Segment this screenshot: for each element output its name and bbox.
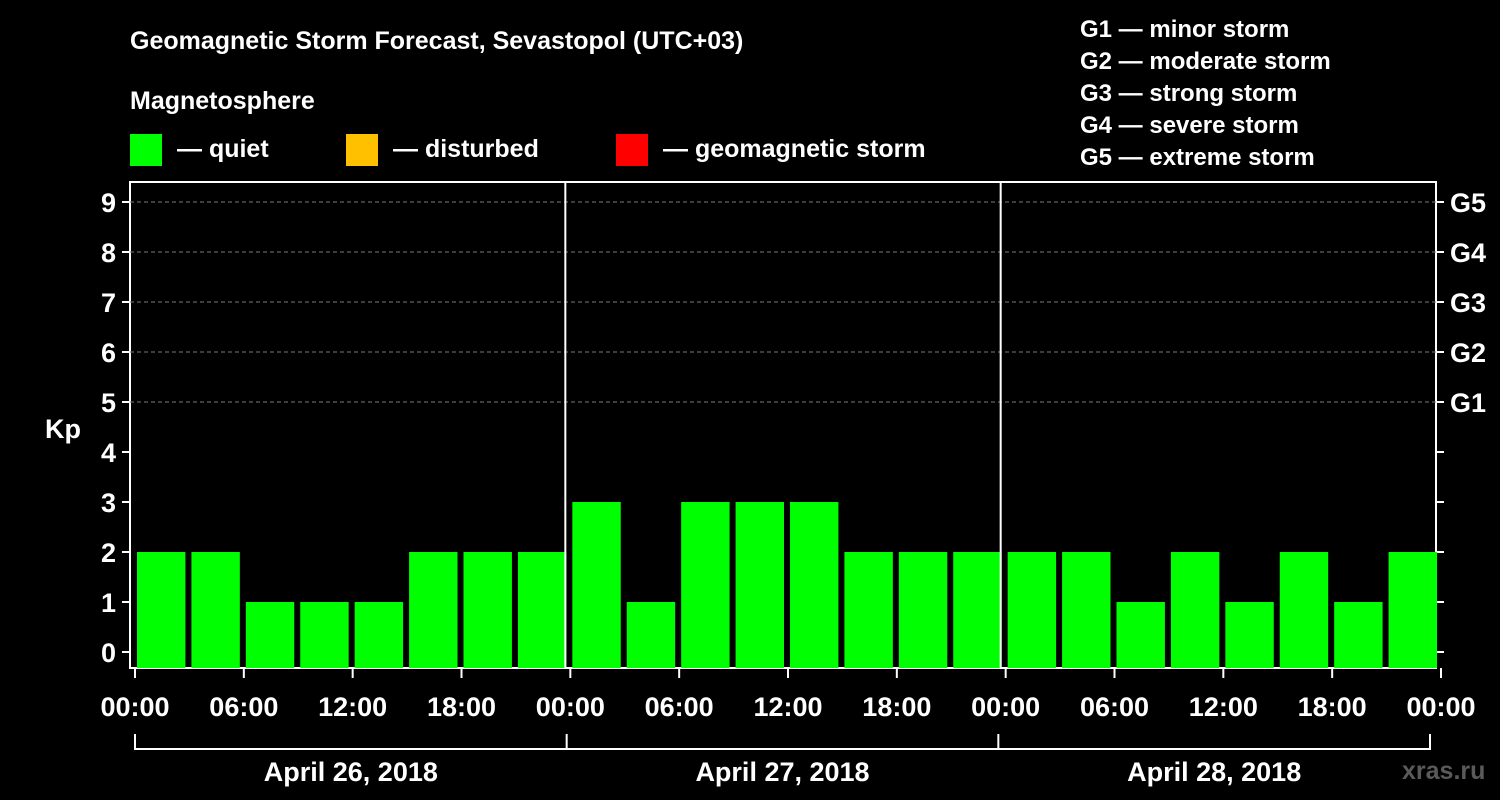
legend-label-quiet: — quiet	[177, 135, 269, 163]
y-tick-label: 8	[101, 238, 116, 268]
x-tick-label: 00:00	[971, 692, 1040, 722]
chart-title: Geomagnetic Storm Forecast, Sevastopol (…	[130, 27, 743, 55]
x-tick-label: 00:00	[1406, 692, 1475, 722]
kp-bar	[681, 502, 730, 668]
legend-swatch-storm	[616, 134, 648, 166]
kp-bar	[1116, 602, 1165, 668]
x-tick-label: 18:00	[1298, 692, 1367, 722]
y-tick-label: 9	[101, 188, 116, 218]
g-level-label: G2	[1450, 338, 1486, 368]
x-tick-label: 12:00	[1189, 692, 1258, 722]
legend-label-storm: — geomagnetic storm	[663, 135, 926, 163]
plot-area: 0 1 2 3 4 5 6 7 8 9 G1 G2 G3 G4 G5 00:00 06:00 12:00 18:00…	[100, 181, 1486, 787]
storm-scale-legend: G1 — minor storm G2 — moderate storm G3 …	[1080, 16, 1331, 171]
watermark: xras.ru	[1402, 757, 1485, 785]
kp-bar	[245, 602, 295, 668]
y-tick-label: 2	[101, 538, 116, 568]
g-level-label: G5	[1450, 188, 1486, 218]
storm-scale-g5: G5 — extreme storm	[1080, 144, 1315, 171]
x-tick-label: 06:00	[209, 692, 278, 722]
y-tick-label: 7	[101, 288, 116, 318]
kp-bar	[1334, 602, 1383, 668]
y-tick-label: 3	[101, 488, 116, 518]
kp-bar	[1007, 552, 1057, 668]
color-legend: — quiet — disturbed — geomagnetic storm	[130, 134, 926, 166]
kp-bar	[517, 552, 567, 668]
kp-bar	[137, 552, 186, 668]
x-tick-label: 12:00	[318, 692, 387, 722]
y-tick-label: 6	[101, 338, 116, 368]
y-axis-label: Kp	[45, 414, 81, 444]
storm-scale-g1: G1 — minor storm	[1080, 16, 1289, 43]
day-label: April 28, 2018	[1127, 757, 1301, 787]
kp-bar	[1062, 552, 1111, 668]
x-tick-label: 18:00	[862, 692, 931, 722]
y-tick-label: 4	[101, 438, 116, 468]
legend-label-disturbed: — disturbed	[393, 135, 539, 163]
g-level-label: G4	[1450, 238, 1486, 268]
x-tick-label: 06:00	[645, 692, 714, 722]
kp-bar	[626, 602, 676, 668]
chart-subtitle: Magnetosphere	[130, 87, 315, 115]
storm-scale-g4: G4 — severe storm	[1080, 112, 1299, 139]
kp-bar	[1279, 552, 1329, 668]
y-tick-label: 1	[101, 588, 116, 618]
g-level-label: G1	[1450, 388, 1486, 418]
day-label: April 27, 2018	[695, 757, 869, 787]
x-tick-label: 18:00	[427, 692, 496, 722]
kp-bar	[1225, 602, 1274, 668]
kp-bar	[354, 602, 404, 668]
kp-bar	[844, 552, 893, 668]
g-level-label: G3	[1450, 288, 1486, 318]
x-tick-label: 12:00	[753, 692, 822, 722]
legend-swatch-disturbed	[346, 134, 378, 166]
kp-bar	[898, 552, 948, 668]
kp-bar	[735, 502, 784, 668]
storm-scale-g2: G2 — moderate storm	[1080, 48, 1331, 75]
legend-swatch-quiet	[130, 134, 162, 166]
kp-bar	[300, 602, 349, 668]
kp-bar	[1170, 552, 1220, 668]
y-tick-label: 5	[101, 388, 116, 418]
kp-bar	[1388, 552, 1437, 668]
kp-bar	[463, 552, 512, 668]
kp-bar	[191, 552, 240, 668]
day-label: April 26, 2018	[264, 757, 438, 787]
x-tick-label: 00:00	[100, 692, 169, 722]
storm-scale-g3: G3 — strong storm	[1080, 80, 1297, 107]
x-tick-label: 06:00	[1080, 692, 1149, 722]
kp-bar	[953, 552, 1002, 668]
kp-bar	[572, 502, 621, 668]
x-tick-label: 00:00	[536, 692, 605, 722]
y-tick-label: 0	[101, 638, 116, 668]
kp-bar	[790, 502, 839, 668]
kp-bar	[409, 552, 458, 668]
